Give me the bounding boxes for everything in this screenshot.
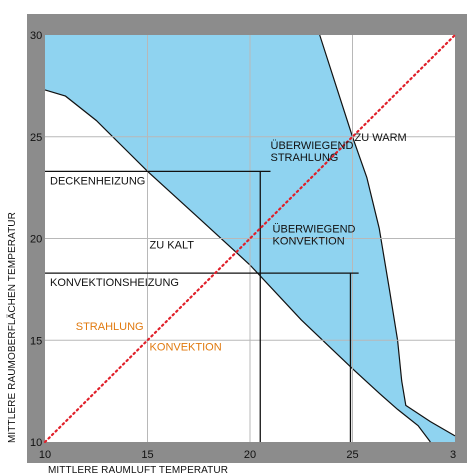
y-tick-label: 20 [30,234,42,246]
region-label: ZU KALT [150,240,195,252]
diagonal-layer [43,33,457,444]
x-tick-label: 15 [141,449,153,461]
tick-labels-layer: 10 15 20 25 3 10 15 20 25 30 [30,30,456,461]
upper-boundary-line [319,34,456,437]
y-tick-label: 25 [30,132,42,144]
x-tick-label: 3 [450,449,456,461]
x-tick-label: 10 [39,449,51,461]
region-label: ÜBERWIEGEND [273,223,356,235]
diagonal-label: STRAHLUNG [76,321,144,333]
reference-lines-layer: DECKENHEIZUNG KONVEKTIONSHEIZUNG [45,170,359,442]
x-axis-title: MITTLERE RAUMLUFT TEMPERATUR [48,465,228,476]
x-tick-label: 25 [346,449,358,461]
y-tick-label: 10 [30,437,42,449]
region-label: ZU WARM [355,132,407,144]
x-tick-label: 20 [244,449,256,461]
region-label: ÜBERWIEGEND [271,140,354,152]
diagonal-line [43,33,457,444]
region-label: KONVEKTION [273,236,345,248]
y-axis-title: MITTLERE RAUMOBERFLÄCHEN TEMPERATUR [6,212,18,443]
grid-layer [45,35,455,442]
reference-line-label: KONVEKTIONSHEIZUNG [50,277,179,289]
reference-line-label: DECKENHEIZUNG [50,175,145,187]
lower-boundary-line [44,89,431,443]
region-label: STRAHLUNG [271,152,339,164]
diagonal-label: KONVEKTION [150,341,222,353]
y-tick-label: 15 [30,335,42,347]
y-tick-label: 30 [30,30,42,42]
